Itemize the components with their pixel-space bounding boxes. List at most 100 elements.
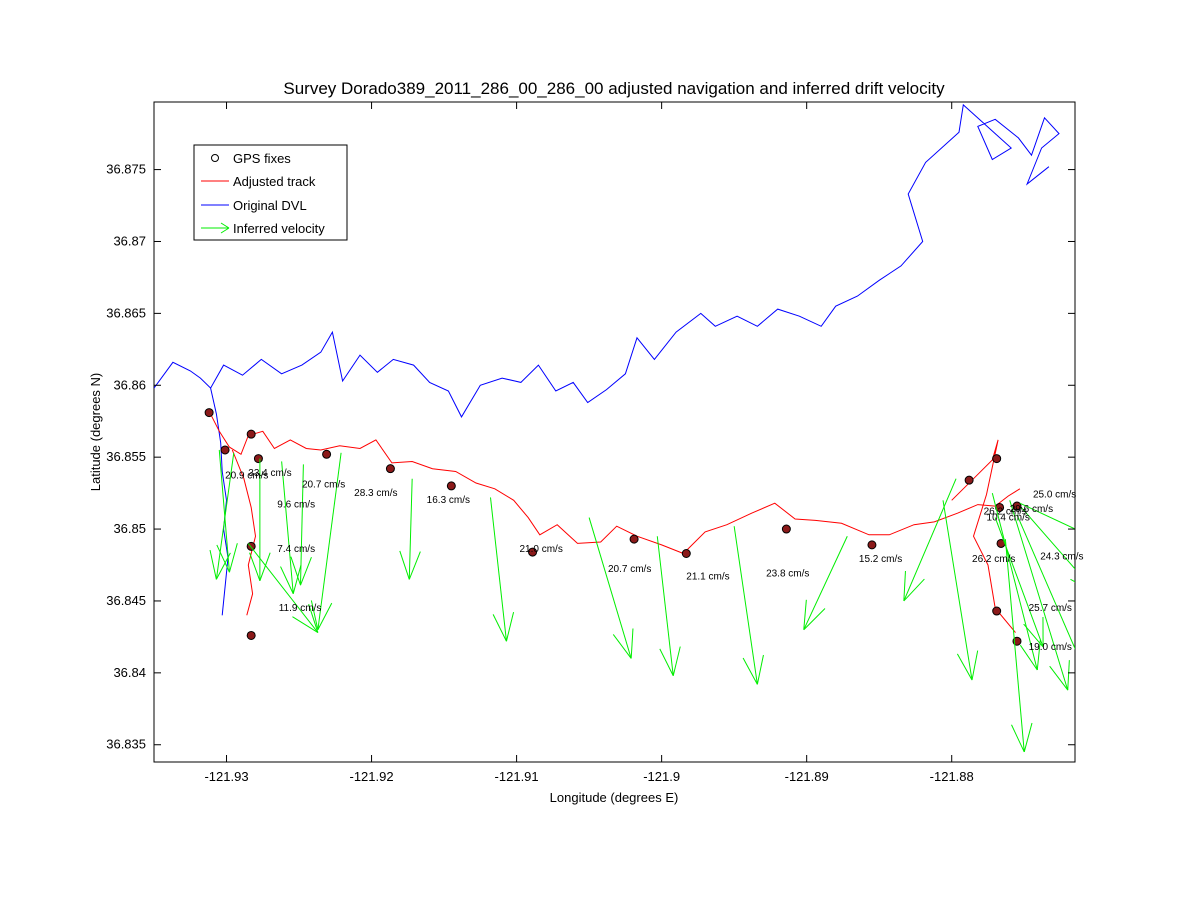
velocity-arrow	[1016, 514, 1097, 699]
velocity-arrow-head	[1076, 677, 1097, 699]
velocity-arrow	[1004, 539, 1033, 753]
velocity-arrow-head	[310, 600, 319, 630]
velocity-arrow-head	[1147, 574, 1177, 577]
y-tick-label: 36.87	[113, 233, 146, 248]
velocity-arrow-head	[1070, 578, 1075, 583]
velocity-arrow-head	[505, 611, 515, 642]
velocity-arrow-shaft	[1016, 514, 1075, 650]
x-tick-label: -121.93	[204, 769, 248, 784]
velocity-arrow	[991, 492, 1041, 671]
legend-box	[193, 144, 348, 241]
velocity-arrow-shaft	[1004, 539, 1025, 752]
velocity-arrow-head	[1011, 724, 1025, 753]
velocity-arrow-head	[317, 602, 333, 630]
velocity-arrow-head	[280, 566, 294, 594]
velocity-arrow-shaft	[247, 543, 319, 633]
velocity-arrow-head	[228, 543, 238, 573]
y-tick-label: 36.835	[106, 737, 146, 752]
velocity-arrow-shaft	[489, 497, 507, 642]
adjusted-track-line	[951, 439, 1016, 633]
velocity-arrow	[249, 458, 271, 581]
velocity-label: 25.0 cm/s	[1033, 489, 1076, 500]
gps-fix-point	[220, 445, 230, 455]
adjusted-track-line	[231, 449, 257, 616]
velocity-arrow-head	[290, 556, 301, 586]
velocity-arrow-shaft	[408, 478, 413, 580]
x-tick-label: -121.91	[495, 769, 539, 784]
velocity-arrow-head	[216, 544, 230, 573]
gps-fix-point	[446, 481, 456, 491]
velocity-label: 16.3 cm/s	[427, 495, 470, 506]
velocity-label: 20.7 cm/s	[302, 479, 345, 490]
y-axis-label: Latitude (degrees N)	[88, 373, 103, 492]
velocity-arrow	[290, 464, 312, 586]
velocity-arrow-head	[1067, 660, 1070, 691]
y-tick-label: 36.845	[106, 593, 146, 608]
velocity-arrow-head	[408, 551, 421, 580]
velocity-arrow-shaft	[991, 492, 1038, 671]
velocity-label: 26.2 cm/s	[984, 507, 1027, 518]
velocity-arrow-head	[756, 654, 764, 685]
velocity-arrow-head	[630, 628, 634, 659]
gps-fix-point	[246, 429, 256, 439]
velocity-arrow-head	[672, 646, 681, 676]
velocity-arrow-head	[215, 552, 231, 580]
velocity-label: 21.1 cm/s	[686, 571, 729, 582]
velocity-arrow-head	[300, 557, 312, 586]
velocity-label: 15.2 cm/s	[859, 554, 902, 565]
gps-fix-point	[867, 540, 877, 550]
velocity-arrow	[733, 526, 764, 685]
velocity-arrow	[1009, 500, 1070, 691]
velocity-label: 24.3 cm/s	[1040, 551, 1083, 562]
velocity-label: 26.2 cm/s	[972, 554, 1015, 565]
x-tick-label: -121.9	[643, 769, 680, 784]
velocity-arrow-shaft	[317, 452, 342, 630]
velocity-arrow-shaft	[218, 449, 230, 573]
velocity-arrow-head	[1036, 640, 1041, 671]
legend-label-dvl: Original DVL	[233, 198, 307, 213]
velocity-label: 19.0 cm/s	[1029, 642, 1072, 653]
gps-fix-point	[992, 454, 1002, 464]
velocity-label: 20.7 cm/s	[608, 564, 651, 575]
gps-fix-point	[528, 547, 538, 557]
legend-label-gps: GPS fixes	[233, 151, 291, 166]
velocity-arrow-head	[292, 564, 302, 594]
velocity-arrow-head	[971, 650, 979, 681]
velocity-arrow-shaft	[215, 452, 235, 580]
series-layer	[154, 103, 1060, 633]
velocity-label: 33.4 cm/s	[248, 468, 291, 479]
velocity-arrow	[247, 543, 319, 634]
y-tick-label: 36.85	[113, 521, 146, 536]
legend-label-adjusted: Adjusted track	[233, 174, 316, 189]
adjusted-track-line	[208, 410, 1021, 555]
velocity-arrow-shaft	[588, 517, 632, 659]
velocity-arrow-head	[399, 550, 410, 580]
gps-fix-point	[992, 606, 1002, 616]
velocity-arrow-shaft	[903, 478, 957, 602]
x-tick-label: -121.88	[930, 769, 974, 784]
velocity-arrow-head	[1095, 669, 1097, 699]
velocity-arrow-head	[903, 570, 906, 601]
gps-fix-point	[629, 534, 639, 544]
gps-fix-layer	[204, 408, 1022, 646]
velocity-arrow	[310, 452, 342, 630]
original-dvl-line	[154, 103, 1060, 418]
velocity-arrow-shaft	[803, 536, 848, 630]
y-tick-label: 36.865	[106, 305, 146, 320]
velocity-arrow-head	[1086, 566, 1097, 594]
velocity-arrow-layer	[209, 449, 1177, 753]
velocity-arrow-shaft	[994, 517, 1044, 648]
velocity-arrow	[216, 449, 238, 573]
legend-gps-marker	[211, 154, 219, 162]
y-axis-ticks: 36.835 36.84 36.845 36.85 36.855 36.86 36.865 3…	[106, 162, 1075, 752]
velocity-label: 21.0 cm/s	[519, 544, 562, 555]
x-axis-label: Longitude (degrees E)	[550, 790, 679, 805]
velocity-arrow-head	[1049, 665, 1069, 691]
velocity-arrow-head	[1019, 644, 1038, 671]
velocity-arrow-shaft	[1009, 500, 1069, 691]
gps-fix-point	[246, 630, 256, 640]
velocity-arrow-head	[249, 552, 261, 581]
velocity-label: 10.4 cm/s	[987, 512, 1030, 523]
velocity-arrow-shaft	[299, 464, 304, 586]
velocity-arrow	[1019, 502, 1177, 577]
